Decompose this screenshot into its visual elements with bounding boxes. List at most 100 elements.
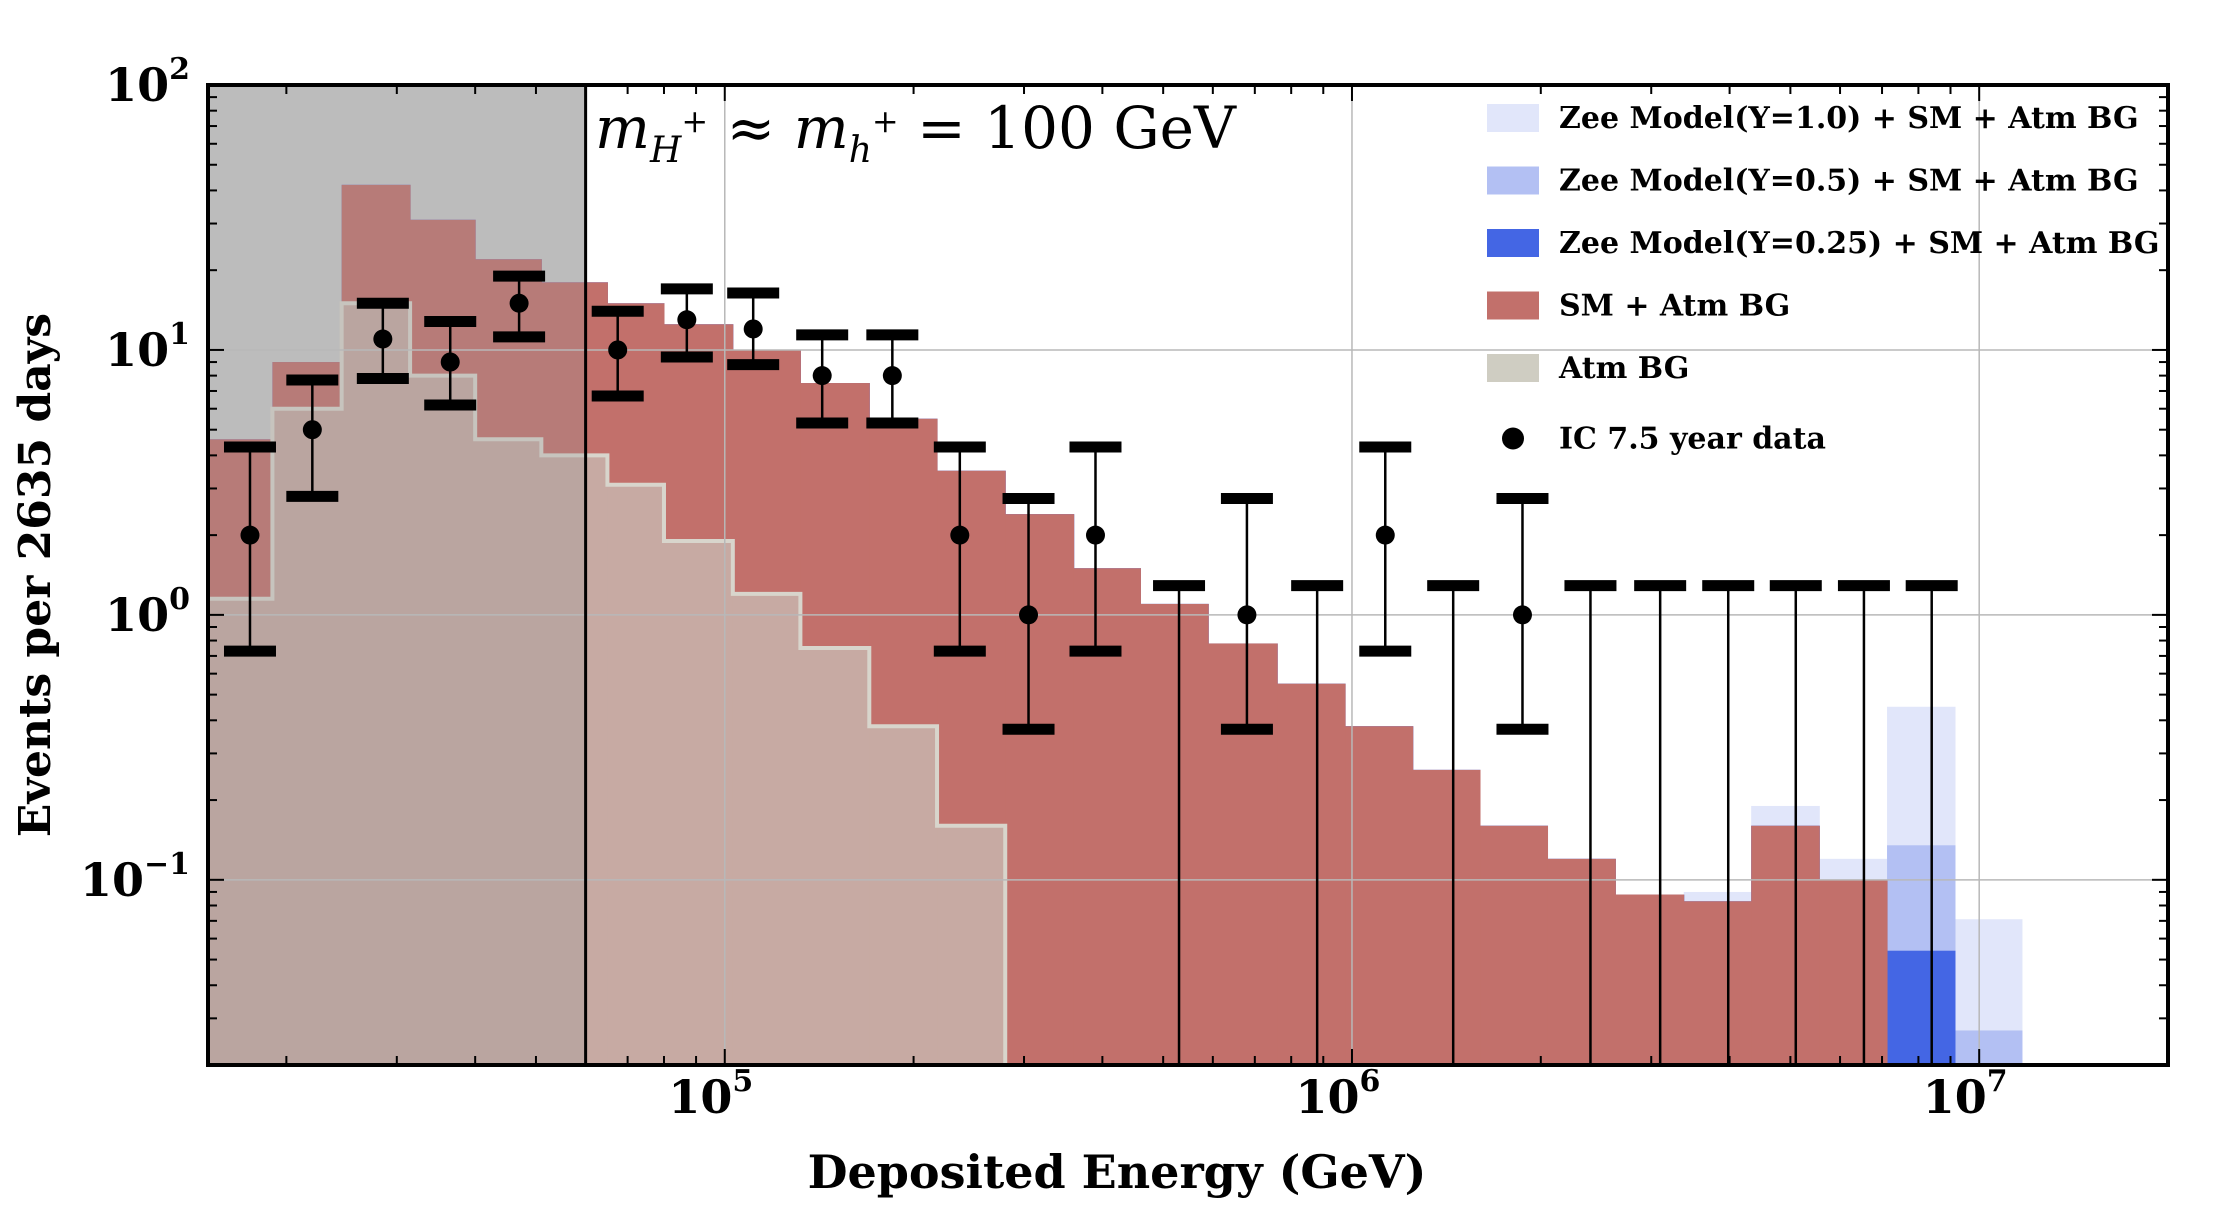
data-point	[1702, 580, 1755, 1065]
histogram-bar	[410, 375, 476, 1065]
data-point	[1220, 492, 1273, 735]
y-tick-label: 102	[105, 52, 190, 112]
x-axis-title: Deposited Energy (GeV)	[808, 1145, 1427, 1199]
data-point	[424, 316, 477, 411]
legend-swatch	[1487, 291, 1539, 320]
histogram-bar	[663, 541, 734, 1065]
data-marker	[509, 293, 529, 313]
histogram-bar	[1277, 683, 1346, 1065]
data-marker	[1237, 605, 1257, 625]
data-point	[1291, 580, 1344, 1065]
legend-label: Zee Model(Y=1.0) + SM + Atm BG	[1559, 101, 2139, 136]
legend-entry: SM + Atm BG	[1487, 289, 1790, 324]
histogram-bar	[208, 598, 273, 1065]
histogram-bar	[541, 455, 587, 1065]
shaded-region-overlay	[208, 85, 586, 1065]
data-marker	[608, 340, 628, 360]
legend-entry: Zee Model(Y=0.5) + SM + Atm BG	[1487, 164, 2139, 199]
plot-frame	[206, 83, 2170, 1067]
legend-label: SM + Atm BG	[1559, 289, 1790, 324]
histogram-bar	[607, 484, 665, 1065]
data-points-layer	[223, 270, 1958, 1065]
data-point	[933, 441, 986, 657]
legend-swatch	[1487, 354, 1539, 382]
data-point	[1837, 580, 1890, 1065]
data-marker	[440, 352, 460, 372]
mass-annotation: mH+ ≈ mh+ = 100 GeV	[595, 94, 1237, 171]
histogram-bar	[475, 439, 542, 1065]
data-point	[591, 305, 644, 402]
legend-entry: Zee Model(Y=0.25) + SM + Atm BG	[1487, 226, 2159, 261]
legend-swatch	[1487, 104, 1539, 132]
plot-border	[206, 83, 2170, 1067]
data-marker	[1085, 525, 1105, 545]
legend-label: Zee Model(Y=0.25) + SM + Atm BG	[1559, 226, 2159, 261]
data-point	[660, 283, 713, 363]
data-point	[1002, 492, 1055, 735]
data-marker	[950, 525, 970, 545]
data-marker	[1019, 605, 1039, 625]
histogram-bar	[1208, 643, 1278, 1065]
legend-swatch	[1487, 229, 1539, 257]
legend-label: Atm BG	[1558, 351, 1689, 386]
data-marker	[1512, 605, 1532, 625]
data-marker	[812, 366, 832, 386]
histogram-bar	[937, 825, 1006, 1065]
legend-label: IC 7.5 year data	[1559, 422, 1826, 457]
data-marker	[677, 310, 697, 330]
legend-entry: IC 7.5 year data	[1502, 422, 1826, 457]
data-point	[1634, 580, 1687, 1065]
histogram-bar	[1345, 726, 1414, 1065]
data-marker	[1375, 525, 1395, 545]
series-layer	[206, 184, 2023, 1066]
histogram-bar	[1751, 825, 1820, 1065]
histogram-bar	[272, 408, 343, 1065]
data-point	[493, 270, 546, 343]
data-point	[727, 287, 780, 371]
x-tick-label: 107	[1923, 1064, 2008, 1124]
series-4	[206, 301, 1008, 1065]
histogram-bar	[732, 593, 801, 1065]
histogram-bar	[585, 455, 608, 1065]
data-point	[1769, 580, 1822, 1065]
histogram-bar	[341, 303, 411, 1065]
histogram-bar	[1819, 879, 1888, 1065]
y-tick-label: 10−1	[80, 847, 190, 907]
x-tick-label: 105	[668, 1064, 753, 1124]
histogram-bar	[1615, 894, 1685, 1065]
histogram-bar	[1954, 1030, 2023, 1065]
histogram-bar	[1480, 825, 1549, 1065]
data-marker	[373, 329, 393, 349]
data-point	[1905, 580, 1958, 1065]
legend-entry: Atm BG	[1487, 351, 1689, 386]
data-point	[1427, 580, 1480, 1065]
histogram-bar	[1073, 568, 1141, 1065]
y-axis-title: Events per 2635 days	[10, 313, 61, 837]
data-marker	[743, 319, 763, 339]
data-marker	[882, 366, 902, 386]
histogram-bar	[1887, 950, 1956, 1065]
data-point	[223, 441, 276, 657]
data-marker	[240, 525, 260, 545]
legend-label: Zee Model(Y=0.5) + SM + Atm BG	[1559, 164, 2139, 199]
data-marker	[302, 420, 322, 440]
data-point	[286, 374, 339, 502]
histogram-bar	[1547, 858, 1616, 1065]
legend: Zee Model(Y=1.0) + SM + Atm BG Zee Model(…	[1487, 101, 2159, 457]
y-tick-label: 101	[105, 317, 190, 377]
data-point	[866, 329, 919, 429]
histogram-bar	[1140, 603, 1209, 1065]
histogram-bar	[1683, 901, 1752, 1065]
y-tick-label: 100	[105, 582, 190, 642]
data-point	[1564, 580, 1617, 1065]
data-point	[1153, 580, 1206, 1065]
axis-ticks: 105 106 107 102 101 100 10−1	[80, 52, 2169, 1124]
x-tick-label: 106	[1296, 1064, 1381, 1124]
legend-entry: Zee Model(Y=1.0) + SM + Atm BG	[1487, 101, 2139, 136]
atm-bg-outline	[206, 301, 1008, 1065]
data-point	[1359, 441, 1412, 657]
histogram-bar	[1412, 769, 1481, 1065]
data-point	[1496, 492, 1549, 735]
data-point	[356, 297, 409, 385]
